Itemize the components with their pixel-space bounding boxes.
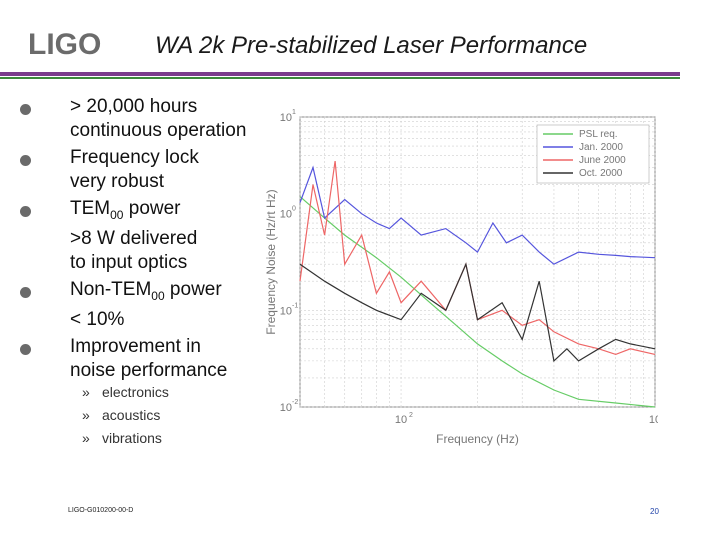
sub-bullet-text: vibrations [102,430,162,446]
sub-bullet-text: electronics [102,384,169,400]
y-tick-label: 10 [280,209,292,221]
logo-text: LIGO [28,28,102,61]
y-tick-label: 10 [280,305,292,317]
bullet-line: > 20,000 hours [70,96,198,117]
tem-suffix: power [123,198,181,219]
slide-title: WA 2k Pre-stabilized Laser Performance [155,32,588,59]
bullet-item: TEM00 power >8 W delivered to input opti… [12,197,272,275]
legend-label: June 2000 [579,155,626,166]
bullet-line: >8 W delivered [70,227,198,249]
y-tick-exponent: 0 [292,206,296,213]
legend-label: Oct. 2000 [579,168,623,179]
x-tick-label: 10 [395,414,407,426]
sub-bullet-marker: » [82,384,90,400]
sub-bullet-item: » electronics [82,381,169,404]
document-id: LIGO-G010200-00-D [68,507,134,514]
bullet-item: Non-TEM00 power < 10% [12,278,272,332]
bullet-line: Non-TEM00 power [70,278,272,308]
x-axis-label: Frequency (Hz) [436,432,519,446]
bullet-dot [20,155,31,166]
mode-subscript: 00 [151,288,165,303]
bullet-dot [20,343,31,355]
bullet-line: TEM00 power [70,197,272,227]
bullet-item: Frequency lock very robust [12,146,272,194]
sub-bullet-item: » acoustics [82,404,169,427]
sub-bullet-text: acoustics [102,407,161,423]
series-line [299,165,656,265]
bullet-dot [20,286,31,298]
bullet-line: very robust [70,171,164,192]
y-tick-exponent: 1 [292,109,296,116]
bullet-line: < 10% [70,308,125,330]
bullet-line: continuous operation [70,120,247,141]
sub-bullet-item: » vibrations [82,427,169,450]
legend-label: Jan. 2000 [579,142,623,153]
tem-suffix: power [164,278,222,300]
sub-bullet-list: » electronics » acoustics » vibrations [82,381,169,450]
bullet-item: Improvement in noise performance [12,335,272,383]
bullet-line: noise performance [70,359,228,381]
bullet-line: Improvement in [70,335,201,357]
x-tick-label: 10 [649,414,658,426]
y-tick-exponent: -2 [292,399,298,406]
y-axis-label: Frequency Noise (Hz/rt Hz) [264,189,278,334]
bullet-dot [20,104,31,115]
legend-label: PSL req. [579,129,618,140]
title-rule-purple [0,72,680,76]
bullet-line: to input optics [70,251,188,273]
x-tick-exponent: 2 [409,412,413,419]
y-tick-exponent: -1 [292,302,298,309]
bullet-item: > 20,000 hours continuous operation [12,95,272,143]
title-rule-green [0,77,680,79]
sub-bullet-marker: » [82,430,90,446]
sub-bullet-marker: » [82,407,90,423]
bullet-list: > 20,000 hours continuous operation Freq… [12,95,272,386]
y-tick-label: 10 [280,402,292,414]
tem-prefix: Non-TEM [70,278,152,300]
ligo-logo: LIGO [28,28,101,62]
mode-subscript: 00 [110,207,124,222]
series-line [299,196,656,408]
y-tick-label: 10 [280,112,292,124]
tem-prefix: TEM [70,198,111,219]
page-number: 20 [650,507,659,516]
bullet-dot [20,206,31,217]
bullet-line: Frequency lock [70,147,199,168]
series-line [299,262,656,363]
